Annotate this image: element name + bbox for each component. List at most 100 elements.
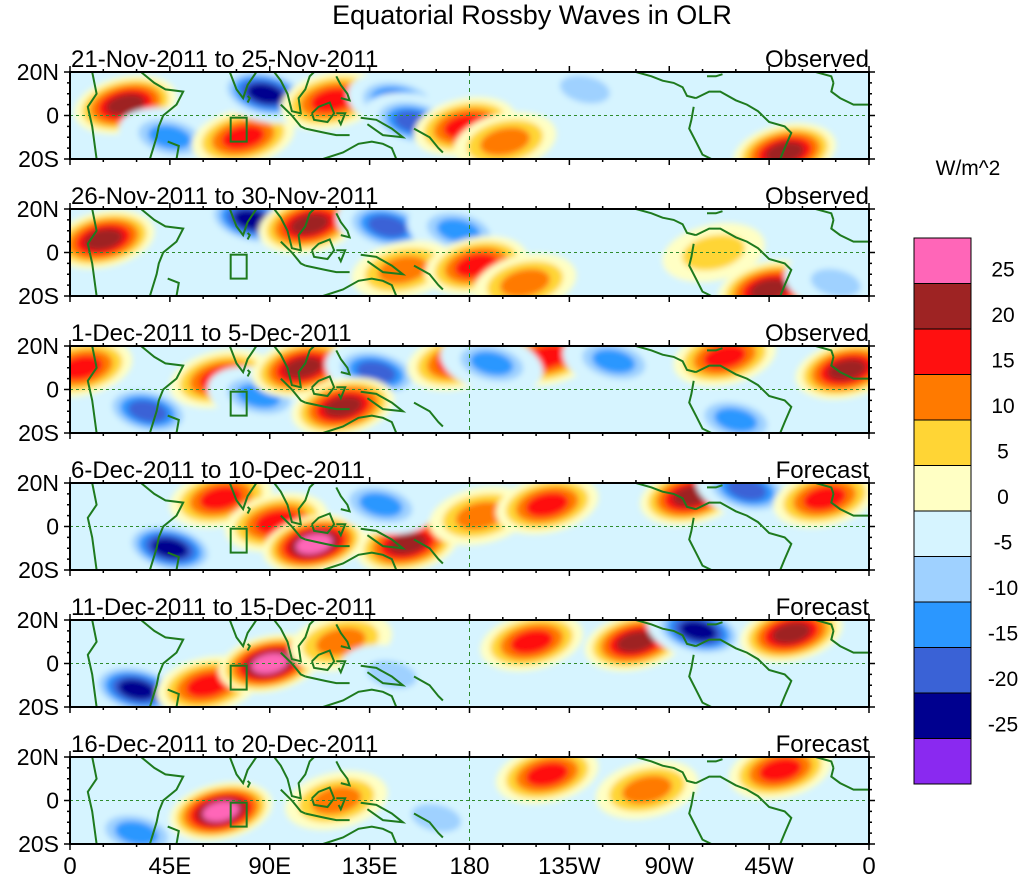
- y-tick-label: 0: [46, 377, 59, 403]
- panels-group: 20N 0 20S 21-Nov-2011 to 25-Nov-2011 Observe…: [17, 46, 875, 857]
- x-tick-label: 135W: [538, 853, 601, 880]
- y-tick-label: 0: [46, 651, 59, 677]
- colorbar-label: -25: [988, 714, 1018, 737]
- anomaly-6-5: [495, 757, 599, 804]
- y-tick-label: 0: [46, 514, 59, 540]
- chart-title: Equatorial Rossby Waves in OLR: [332, 0, 732, 30]
- x-tick-label: 90W: [645, 853, 695, 880]
- y-tick-label: 20N: [17, 607, 59, 633]
- y-tick-label: 0: [46, 103, 59, 129]
- anomaly-4-8: [495, 483, 599, 535]
- colorbar-swatch: [913, 601, 972, 648]
- anomaly-field: [85, 757, 869, 844]
- y-tick-label: 20N: [17, 196, 59, 222]
- panel-6: 20N 0 20S 16-Dec-2011 to 20-Dec-2011 Forecas…: [17, 731, 875, 857]
- anomaly-5-6: [480, 620, 583, 672]
- x-tick-label: 90E: [248, 853, 291, 880]
- panel-status-label: Forecast: [776, 731, 870, 758]
- anomaly-field: [70, 209, 869, 296]
- colorbar-label: 15: [991, 350, 1014, 373]
- reference-box: [229, 390, 248, 417]
- anomaly-5-10: [684, 651, 788, 707]
- colorbar-label: 0: [997, 486, 1009, 509]
- coastlines: [86, 620, 869, 707]
- coastlines: [86, 209, 869, 296]
- reference-box: [229, 664, 248, 691]
- panel-status-label: Forecast: [776, 594, 870, 621]
- colorbar-swatch: [913, 419, 972, 466]
- reference-box: [229, 801, 248, 828]
- anomaly-6-2: [169, 781, 273, 841]
- colorbar-label: 20: [991, 304, 1014, 327]
- x-tick-label: 45E: [149, 853, 192, 880]
- y-tick-label: 20S: [18, 283, 59, 309]
- anomaly-field: [70, 346, 869, 433]
- panel-period-label: 6-Dec-2011 to 10-Dec-2011: [71, 457, 365, 484]
- panel-3: 20N 0 20S 1-Dec-2011 to 5-Dec-2011 Observed: [17, 320, 875, 446]
- colorbar-swatch: [913, 738, 972, 785]
- anomaly-field: [85, 620, 869, 707]
- y-tick-label: 20S: [18, 146, 59, 172]
- y-tick-label: 20S: [18, 420, 59, 446]
- x-tick-label: 0: [63, 853, 76, 880]
- coastlines: [86, 483, 869, 570]
- colorbar-units: W/m^2: [936, 157, 1001, 180]
- colorbar-label: -10: [988, 577, 1018, 600]
- anomaly-3-2: [96, 381, 199, 433]
- colorbar-swatch: [913, 647, 972, 694]
- x-tick-label: 0: [862, 853, 875, 880]
- colorbar-swatch: [913, 328, 972, 375]
- panel-period-label: 21-Nov-2011 to 25-Nov-2011: [71, 46, 378, 73]
- y-tick-label: 20N: [17, 59, 59, 85]
- anomaly-1-11: [733, 123, 836, 159]
- panel-period-label: 26-Nov-2011 to 30-Nov-2011: [71, 183, 378, 210]
- colorbar-label: 10: [991, 395, 1014, 418]
- y-tick-label: 20N: [17, 470, 59, 496]
- anomaly-field: [74, 72, 869, 159]
- panel-4: 20N 0 20S 6-Dec-2011 to 10-Dec-2011 Forecast: [17, 457, 875, 583]
- colorbar-swatch: [913, 510, 972, 557]
- anomaly-1-9: [453, 112, 557, 159]
- y-tick-label: 0: [46, 788, 59, 814]
- coastlines: [86, 72, 869, 159]
- colorbar-label: -5: [994, 532, 1013, 555]
- anomaly-4-10: [695, 483, 799, 519]
- colorbar-swatch: [913, 692, 972, 739]
- coastlines: [86, 346, 869, 433]
- panel-period-label: 1-Dec-2011 to 5-Dec-2011: [71, 320, 352, 347]
- anomaly-4-6: [329, 483, 432, 535]
- colorbar: 25 20 15 10 5 0 -5 -10 -15 -20 -25: [913, 237, 1018, 785]
- x-tick-label: 135E: [342, 853, 398, 880]
- anomaly-2-9: [584, 240, 688, 296]
- y-tick-label: 20S: [18, 557, 59, 583]
- colorbar-swatch: [913, 237, 972, 284]
- panel-2: 20N 0 20S 26-Nov-2011 to 30-Nov-2011 Observe…: [17, 183, 875, 309]
- x-tick-label: 45W: [744, 853, 794, 880]
- anomaly-3-13: [684, 390, 788, 433]
- coastlines: [86, 757, 869, 844]
- panel-1: 20N 0 20S 21-Nov-2011 to 25-Nov-2011 Observe…: [17, 46, 875, 172]
- anomaly-3-1: [70, 346, 133, 398]
- panel-status-label: Observed: [765, 183, 869, 210]
- anomaly-6-7: [729, 757, 832, 800]
- anomaly-field: [86, 483, 869, 570]
- x-tick-label: 180: [449, 853, 489, 880]
- anomaly-6-4: [385, 788, 488, 844]
- y-tick-label: 0: [46, 240, 59, 266]
- anomaly-2-8: [473, 253, 577, 296]
- reference-box: [229, 253, 248, 280]
- colorbar-swatch: [913, 374, 972, 421]
- panel-status-label: Observed: [765, 320, 869, 347]
- anomaly-4-4: [262, 514, 366, 570]
- colorbar-swatch: [913, 556, 972, 603]
- colorbar-label: 25: [991, 259, 1014, 282]
- anomaly-6-8: [673, 797, 776, 844]
- colorbar-label: -20: [988, 668, 1018, 691]
- anomaly-2-12: [784, 253, 869, 296]
- y-tick-label: 20N: [17, 744, 59, 770]
- colorbar-label: -15: [988, 623, 1018, 646]
- anomaly-3-10: [440, 346, 543, 393]
- y-tick-label: 20S: [18, 694, 59, 720]
